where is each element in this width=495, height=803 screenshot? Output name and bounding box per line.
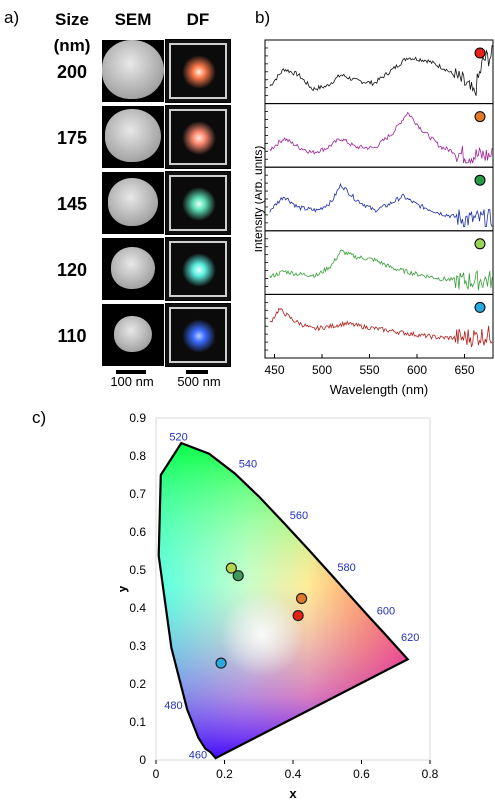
y-tick-label: 0.2 [129,677,146,691]
y-axis-label: Intensity (Arb. units) [255,146,265,253]
size-label: 110 [57,326,87,346]
dark-field-image [165,171,231,235]
x-tick-label: 650 [454,363,474,377]
panel-c-label: c) [32,408,47,427]
y-tick-label: 0.3 [129,639,146,653]
spectrum-line [269,249,493,291]
series-color-marker [474,111,486,123]
sem-image [102,40,164,102]
scattering-spot [182,253,216,287]
dark-field-image [165,303,231,367]
size-column-unit: (nm) [53,36,91,55]
df-frame [169,175,227,231]
series-color-marker [474,238,486,250]
x-tick-label: 450 [264,363,284,377]
x-tick-label: 0.4 [285,767,302,781]
df-scale-label: 500 nm [177,374,221,389]
y-axis-label: y [120,585,129,593]
x-tick-label: 0 [153,767,160,781]
dark-field-image [165,105,231,169]
chromaticity-point [225,562,237,574]
df-scale-bar [186,370,208,374]
sem-image [102,304,164,366]
wavelength-label: 520 [169,432,187,444]
dark-field-image [165,237,231,301]
x-tick-label: 550 [359,363,379,377]
panel-a-label: a) [4,8,20,27]
wavelength-label: 620 [401,632,419,644]
y-tick-label: 0.7 [129,487,146,501]
df-column-title: DF [186,10,210,29]
size-column-title: Size [54,10,90,29]
nanoparticle-shape [108,178,158,226]
y-tick-label: 0.8 [129,449,146,463]
sem-scale-label: 100 nm [110,374,154,389]
panel-b-label: b) [255,8,271,27]
sem-image [102,238,164,300]
x-tick-label: 600 [407,363,427,377]
dark-field-image [165,39,231,103]
sem-image [102,172,164,234]
wavelength-label: 580 [337,562,355,574]
x-axis-label: x [289,786,297,800]
y-tick-label: 0 [139,753,146,767]
chromaticity-point [215,657,227,669]
spectral-locus [157,441,410,760]
nanoparticle-shape [111,247,155,289]
wavelength-label: 460 [189,749,207,761]
sem-scale-bar [116,370,146,374]
chromaticity-point [295,592,308,605]
size-label: 145 [56,194,88,214]
sem-column-title: SEM [114,10,152,29]
x-tick-label: 0.2 [216,767,233,781]
y-tick-label: 0.4 [129,601,146,615]
df-frame [169,43,227,99]
scattering-spot [182,187,216,221]
chromaticity-point [292,610,304,622]
x-tick-label: 0.8 [422,767,439,781]
white-point-glow [192,564,333,705]
y-tick-label: 0.9 [129,411,146,425]
spectrum-panel-frame [264,166,494,232]
y-tick-label: 0.1 [129,715,146,729]
x-axis-label: Wavelength (nm) [330,382,429,397]
y-tick-label: 0.5 [129,563,146,577]
nanoparticle-shape [114,316,152,353]
spectrum-line [269,307,493,348]
sem-image [102,106,164,168]
wavelength-label: 540 [239,458,257,470]
cie-chromaticity-chart: 460 480 520 540 560 580 600 620 0 0.2 0.4 0.6 0.8 0 0.… [120,411,439,800]
x-tick-label: 500 [312,363,332,377]
df-frame [169,307,227,363]
wavelength-label: 560 [290,510,308,522]
series-color-marker [474,47,486,59]
wavelength-label: 480 [164,700,182,712]
df-frame [169,109,227,165]
size-label: 200 [56,62,88,82]
spectrum-line [269,111,493,165]
df-frame [169,241,227,297]
series-color-marker [474,301,486,313]
chromaticity-point [232,570,244,582]
wavelength-label: 600 [377,606,395,618]
nanoparticle-shape [102,40,164,99]
y-tick-label: 0.6 [129,525,146,539]
size-label: 175 [56,128,88,148]
scattering-spot [182,319,216,353]
spectrum-panel-frame [264,103,494,168]
nanoparticle-shape [105,109,161,163]
series-color-marker [474,174,486,186]
spectrum-panel-frame [264,293,494,359]
spectrum-line [269,182,493,227]
x-tick-label: 0.6 [353,767,370,781]
size-label: 120 [56,260,88,280]
spectra-chart: 450 500 550 600 650 Wavelength (nm) Intensity … [255,39,494,397]
scattering-spot [182,55,216,89]
scattering-spot [182,121,216,155]
spectrum-line [269,45,493,96]
